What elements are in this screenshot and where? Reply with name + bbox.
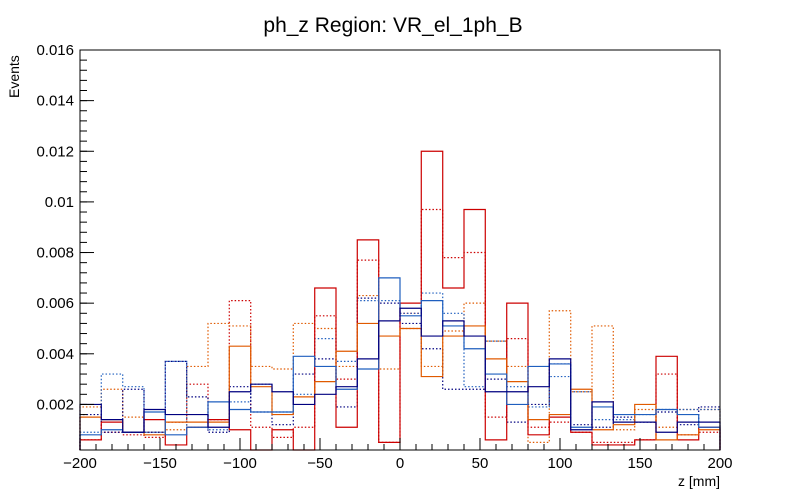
y-tick-label: 0.008 — [36, 245, 74, 262]
y-tick-label: 0.002 — [36, 396, 74, 413]
x-tick-label: −50 — [307, 455, 332, 472]
y-tick-label: 0.016 — [36, 42, 74, 59]
x-tick-label: 200 — [707, 455, 732, 472]
series-solid-1 — [79, 322, 721, 450]
x-tick-label: 0 — [396, 455, 404, 472]
x-tick-label: 50 — [472, 455, 489, 472]
x-tick-label: 150 — [627, 455, 652, 472]
y-tick-label: 0.014 — [36, 93, 74, 110]
x-tick-label: −200 — [63, 455, 97, 472]
series-solid-3 — [79, 307, 721, 450]
y-tick-label: 0.004 — [36, 346, 74, 363]
x-axis-label: z [mm] — [678, 473, 720, 489]
axis-layer: −200 −150 −100 −50 0 50 100 150 200 0.002 0.004 0.0… — [36, 42, 732, 472]
plot-frame — [79, 49, 721, 451]
y-tick-label: 0.006 — [36, 295, 74, 312]
x-tick-label: 100 — [547, 455, 572, 472]
y-tick-label: 0.01 — [45, 194, 74, 211]
x-tick-label: −150 — [143, 455, 177, 472]
y-tick-label: 0.012 — [36, 143, 74, 160]
x-tick-label: −100 — [223, 455, 257, 472]
chart-title: ph_z Region: VR_el_1ph_B — [263, 14, 522, 37]
y-axis-label: Events — [6, 55, 22, 98]
